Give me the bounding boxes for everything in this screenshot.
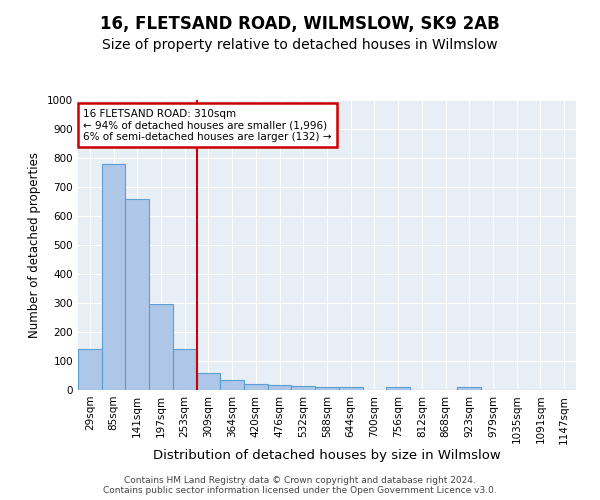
Bar: [102, 164, 125, 390]
Bar: [386, 387, 410, 390]
X-axis label: Distribution of detached houses by size in Wilmslow: Distribution of detached houses by size …: [153, 449, 501, 462]
Bar: [292, 386, 315, 390]
Bar: [220, 380, 244, 390]
Bar: [149, 304, 173, 390]
Y-axis label: Number of detached properties: Number of detached properties: [28, 152, 41, 338]
Text: Size of property relative to detached houses in Wilmslow: Size of property relative to detached ho…: [102, 38, 498, 52]
Bar: [173, 350, 197, 390]
Bar: [197, 374, 220, 390]
Text: 16, FLETSAND ROAD, WILMSLOW, SK9 2AB: 16, FLETSAND ROAD, WILMSLOW, SK9 2AB: [100, 15, 500, 33]
Bar: [268, 385, 292, 390]
Bar: [315, 387, 339, 390]
Bar: [125, 198, 149, 390]
Text: 16 FLETSAND ROAD: 310sqm
← 94% of detached houses are smaller (1,996)
6% of semi: 16 FLETSAND ROAD: 310sqm ← 94% of detach…: [83, 108, 331, 142]
Bar: [78, 350, 102, 390]
Bar: [457, 387, 481, 390]
Bar: [339, 387, 362, 390]
Bar: [244, 384, 268, 390]
Text: Contains HM Land Registry data © Crown copyright and database right 2024.
Contai: Contains HM Land Registry data © Crown c…: [103, 476, 497, 495]
